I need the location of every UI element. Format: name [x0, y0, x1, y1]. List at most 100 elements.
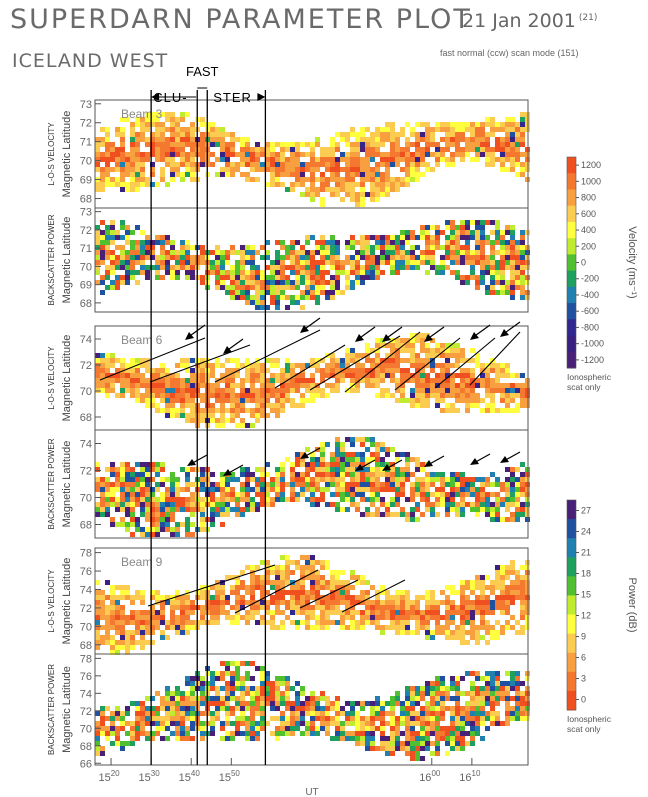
colorbar-note: Ionospheric	[567, 714, 612, 724]
heatmap-panel-6	[95, 661, 530, 761]
y-tick-label: 72	[80, 603, 92, 615]
y-tick-label: 78	[80, 548, 92, 560]
trend-line	[147, 564, 276, 607]
colorbar-tick: 0	[581, 258, 586, 268]
panel-ylabel: Magnetic Latitude	[61, 558, 73, 645]
y-tick-label: 76	[80, 671, 92, 683]
flow-arrowhead	[300, 325, 309, 333]
cluster-arrowhead	[257, 93, 266, 101]
y-tick-label: 69	[80, 175, 92, 187]
heatmap-panel-5	[95, 555, 530, 655]
x-tick-label: 1600	[419, 769, 441, 784]
trend-line	[344, 331, 421, 393]
heatmap-panel-3	[95, 333, 530, 428]
colorbar-label: Power (dB)	[626, 577, 638, 632]
y-tick-label: 68	[80, 741, 92, 753]
scan-mode: fast normal (ccw) scan mode (151)	[440, 48, 579, 58]
colorbar-tick: 15	[581, 590, 591, 600]
x-tick-label: 1530	[139, 769, 161, 784]
flow-arrowhead	[382, 464, 391, 471]
trend-line	[149, 344, 251, 383]
y-tick-label: 72	[80, 360, 92, 372]
y-tick-label: 73	[80, 207, 92, 219]
colorbar-tick: 1200	[581, 160, 601, 170]
flow-arrowhead	[424, 460, 433, 467]
panel-ylabel: Magnetic Latitude	[61, 335, 73, 422]
flow-arrowhead	[500, 456, 509, 463]
y-tick-label: 66	[80, 758, 92, 770]
velocity-colorbar: 1200 1000 800 600 400 200 0 -200 -400 -600 -800 -10…	[566, 156, 638, 392]
y-tick-label: 72	[80, 118, 92, 130]
station-name: ICELAND WEST	[12, 50, 169, 72]
y-tick-label: 74	[80, 439, 92, 451]
cluster-label-right: STER	[213, 90, 252, 105]
y-tick-label: 70	[80, 493, 92, 505]
trend-line	[469, 331, 521, 386]
colorbar-tick: -400	[581, 290, 599, 300]
plot-date: 21 Jan 2001 (21)	[462, 10, 597, 32]
colorbar-tick: 1000	[581, 176, 601, 186]
colorbar-tick: 18	[581, 569, 591, 579]
plot-title: SUPERDARN PARAMETER PLOT	[10, 4, 472, 35]
panel-ylabel: Magnetic Latitude	[61, 666, 73, 753]
trend-line	[434, 337, 496, 389]
colorbar-tick: -200	[581, 274, 599, 284]
flow-arrowhead	[300, 452, 309, 459]
panel-frame-4	[94, 429, 529, 539]
cluster-arrowhead	[151, 93, 160, 101]
colorbar-tick: 24	[581, 527, 591, 537]
y-tick-label: 70	[80, 723, 92, 735]
y-tick-label: 72	[80, 466, 92, 478]
colorbar-tick: 9	[581, 632, 586, 642]
x-axis-label: UT	[305, 787, 318, 797]
trend-line	[394, 337, 461, 391]
trend-line	[234, 569, 319, 614]
flow-arrowhead	[500, 329, 509, 337]
date-text: 21 Jan 2001	[462, 10, 576, 32]
power-colorbar: 27 24 21 18 15 12 9 6 3 0 Power (dB) Ionosphericsca…	[566, 499, 638, 734]
colorbar-tick: 200	[581, 241, 596, 251]
y-tick-label: 68	[80, 194, 92, 206]
flow-arrowhead	[185, 332, 194, 340]
panel-parameter-label: BACKSCATTER POWER	[47, 214, 56, 305]
colorbar-tick: -600	[581, 306, 599, 316]
colorbar-note: Ionospheric	[567, 372, 612, 382]
y-tick-label: 70	[80, 621, 92, 633]
y-tick-label: 68	[80, 412, 92, 424]
flow-arrowhead	[355, 334, 364, 342]
beam-label: Beam 6	[121, 333, 163, 347]
colorbar-tick: 6	[581, 653, 586, 663]
panel-parameter-label: L-O-S VELOCITY	[47, 122, 56, 186]
panel-parameter-label: L-O-S VELOCITY	[47, 569, 56, 633]
y-tick-label: 76	[80, 566, 92, 578]
y-tick-label: 74	[80, 688, 92, 700]
colorbar-tick: 3	[581, 674, 586, 684]
colorbar-tick: 27	[581, 506, 591, 516]
y-tick-label: 72	[80, 706, 92, 718]
trend-line	[299, 579, 359, 609]
heatmap-panel-2	[95, 220, 530, 310]
y-tick-label: 78	[80, 653, 92, 665]
y-tick-label: 71	[80, 243, 92, 255]
y-tick-label: 68	[80, 520, 92, 532]
y-tick-label: 70	[80, 386, 92, 398]
colorbar-note: scat only	[567, 382, 601, 392]
y-tick-label: 68	[80, 640, 92, 652]
trend-line	[341, 579, 406, 613]
y-tick-label: 73	[80, 99, 92, 111]
panel-parameter-label: L-O-S VELOCITY	[47, 346, 56, 410]
x-tick-label: 1550	[219, 769, 241, 784]
colorbar-tick: 600	[581, 209, 596, 219]
cluster-label-left: CLU-	[153, 90, 187, 105]
flow-arrowhead	[355, 464, 364, 471]
beam-label: Beam 9	[121, 555, 163, 569]
panel-parameter-label: BACKSCATTER POWER	[47, 664, 56, 755]
colorbar-tick: 400	[581, 225, 596, 235]
y-tick-label: 72	[80, 225, 92, 237]
trend-line	[274, 344, 346, 389]
colorbar-tick: 12	[581, 611, 591, 621]
panel-ylabel: Magnetic Latitude	[61, 441, 73, 528]
colorbar-label: Velocity (ms⁻¹)	[626, 226, 638, 298]
trend-line	[99, 337, 206, 381]
